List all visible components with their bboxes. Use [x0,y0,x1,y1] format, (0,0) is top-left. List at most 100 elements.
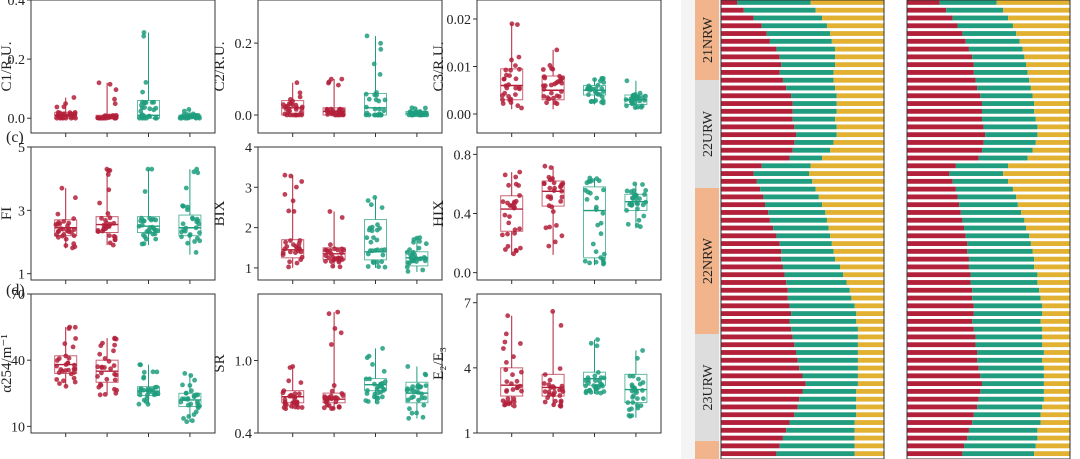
bar-yellow [810,163,884,169]
data-point [280,252,286,258]
data-point [182,371,188,376]
data-point [554,47,560,53]
data-point [341,247,347,253]
bar-yellow [833,140,884,145]
bar-yellow [856,388,884,394]
box-group [178,166,203,255]
bar-red [907,443,965,449]
bar-red [721,101,793,106]
bar-red [907,132,986,138]
bar-red [907,256,969,262]
data-point [503,400,509,405]
data-point [544,100,549,106]
bar-yellow [843,272,884,278]
data-point [141,30,147,35]
segment-block [695,0,719,80]
bar-teal [978,396,1044,402]
box-group [54,95,78,121]
bar-teal [794,342,858,348]
data-point [420,267,426,273]
bar-teal [962,31,1017,36]
data-point [143,80,149,85]
data-point [600,210,606,216]
data-point [149,166,155,172]
data-point [336,404,342,410]
data-point [640,380,646,385]
bar-teal [970,272,1038,278]
data-point [593,204,599,210]
bar-red [907,62,974,68]
data-point [72,244,78,250]
bar-yellow [1040,420,1070,425]
panel-frame [30,146,216,281]
data-point [141,375,147,381]
bar-teal [781,62,836,68]
bar-yellow [1034,108,1070,114]
bar-yellow [1003,7,1070,13]
data-point [552,100,558,106]
panel-frame [30,0,216,134]
data-point [596,384,601,390]
bar-red [721,210,769,215]
bar-yellow [857,381,884,387]
data-point [148,217,154,223]
bar-yellow [835,54,884,60]
bar-teal [978,365,1044,371]
data-point [336,82,341,88]
y-tick-label: 0.00 [447,108,472,123]
bar-yellow [1037,435,1070,441]
y-axis-label: BIX [212,200,228,226]
bar-red [907,287,973,293]
bar-yellow [1032,248,1070,254]
data-point [374,259,380,265]
bar-red [721,155,790,161]
y-axis-label: HIX [431,200,447,227]
bar-teal [760,186,816,192]
bar-teal [802,388,857,394]
segment-label: 22NRW [701,237,716,284]
bar-red [907,186,956,192]
data-point [138,218,144,224]
bar-teal [799,396,857,402]
bar-teal [964,443,1036,449]
y-axis-label: FI [0,207,15,220]
bar-teal [761,163,811,169]
data-point [190,418,195,424]
data-point [635,355,640,361]
data-point [95,229,101,235]
y-tick-label: 1 [245,262,252,277]
data-point [595,370,601,375]
bar-red [721,186,761,192]
data-point [503,247,508,252]
bar-red [907,350,978,355]
panel-4: 1 2 3 4 BIX [212,141,443,284]
data-point [288,249,293,255]
data-point [586,92,591,98]
data-point [558,323,564,328]
bar-red [721,116,793,122]
data-point [188,373,194,378]
data-point [407,406,412,412]
data-point [335,309,341,315]
data-point [365,198,371,204]
data-point [197,238,203,244]
bar-teal [776,233,831,239]
bar-teal [964,225,1026,231]
data-point [66,355,72,361]
data-point [600,383,605,389]
data-point [503,67,509,73]
segment-label: 21NRW [701,16,716,63]
data-point [107,233,112,239]
bar-red [907,38,966,44]
data-point [582,258,588,264]
data-point [113,336,119,342]
data-point [630,195,635,201]
data-point [517,169,523,175]
bar-yellow [1024,54,1070,60]
data-point [407,247,412,253]
bar-teal [779,54,836,60]
data-point [624,208,629,213]
data-point [288,238,293,244]
bar-yellow [1037,427,1070,433]
data-point [643,188,649,193]
